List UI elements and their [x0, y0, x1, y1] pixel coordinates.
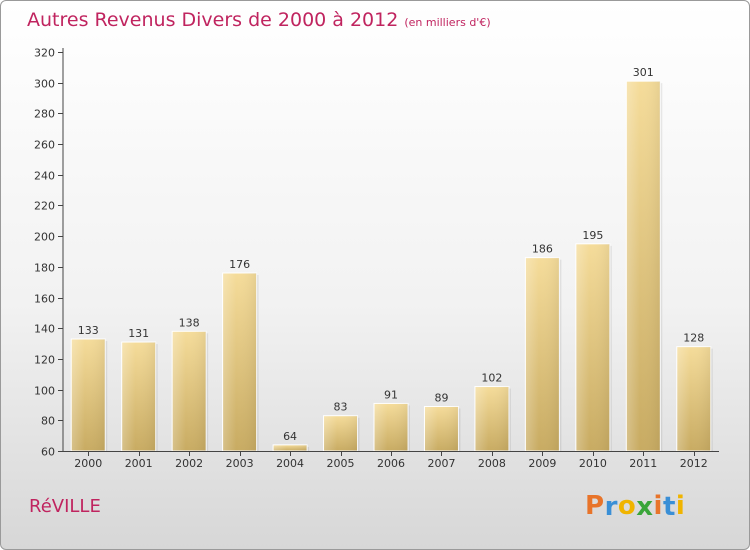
x-tick-label: 2012 — [680, 457, 708, 470]
bar-highlight — [474, 386, 509, 451]
x-tick-label: 2005 — [327, 457, 355, 470]
logo-letter: t — [662, 492, 676, 522]
logo-letter: r — [604, 492, 618, 522]
title-text: Autres Revenus Divers de 2000 à 2012 — [27, 9, 399, 31]
data-label: 301 — [633, 66, 654, 79]
bar-highlight — [525, 257, 560, 451]
data-label: 131 — [128, 327, 149, 340]
data-label: 195 — [582, 229, 603, 242]
y-tick-label: 180 — [34, 262, 55, 275]
bar-highlight — [626, 81, 661, 452]
x-tick-label: 2007 — [427, 457, 455, 470]
data-label: 91 — [384, 388, 398, 401]
proxiti-logo: Proxiti — [585, 491, 686, 522]
y-tick-label: 240 — [34, 170, 55, 183]
data-label: 83 — [334, 401, 348, 414]
data-label: 128 — [683, 332, 704, 345]
x-axis: 2000 2001 2002 2003 2004 2005 2006 2007 2008 2009… — [63, 451, 719, 470]
unit-note: (en milliers d'€) — [404, 16, 491, 29]
bar-highlight — [323, 415, 358, 451]
bar-highlight — [71, 338, 106, 451]
bar-highlight — [172, 331, 207, 451]
y-axis: 60 80 100 120 140 160 180 200 220 240 260 280 300 320 — [34, 47, 64, 459]
commune-name: RéVILLE — [29, 496, 101, 517]
bar-highlight — [121, 342, 156, 451]
x-tick-label: 2010 — [579, 457, 607, 470]
y-tick-label: 280 — [34, 108, 55, 121]
logo-letter: P — [585, 491, 605, 521]
bar-highlight — [273, 444, 308, 451]
data-label: 176 — [229, 258, 250, 271]
y-tick-label: 260 — [34, 139, 55, 152]
bar-highlight — [575, 243, 610, 451]
x-tick-label: 2003 — [226, 457, 254, 470]
x-tick-label: 2009 — [528, 457, 556, 470]
bar-highlight — [222, 272, 257, 451]
logo-letter: x — [636, 492, 654, 522]
bar-highlight — [424, 406, 459, 451]
x-tick-label: 2000 — [74, 457, 102, 470]
logo-letter: i — [675, 491, 686, 521]
y-tick-label: 160 — [34, 293, 55, 306]
y-tick-label: 220 — [34, 200, 55, 213]
x-tick-label: 2001 — [125, 457, 153, 470]
x-tick-label: 2006 — [377, 457, 405, 470]
x-tick-label: 2002 — [175, 457, 203, 470]
data-label: 133 — [78, 324, 99, 337]
bars: 133 131 138 176 64 83 91 89 102 186 195 301 128 — [70, 66, 713, 452]
data-label: 186 — [532, 243, 553, 256]
y-tick-label: 140 — [34, 323, 55, 336]
x-tick-label: 2008 — [478, 457, 506, 470]
chart-title: Autres Revenus Divers de 2000 à 2012 (en … — [27, 9, 491, 31]
data-label: 138 — [179, 316, 200, 329]
y-tick-label: 200 — [34, 231, 55, 244]
y-tick-label: 120 — [34, 354, 55, 367]
logo-letter: o — [617, 491, 637, 521]
x-tick-label: 2004 — [276, 457, 304, 470]
logo-letter: i — [653, 491, 663, 521]
data-label: 89 — [434, 391, 448, 404]
y-tick-label: 300 — [34, 78, 55, 91]
y-tick-label: 80 — [41, 415, 55, 428]
bar-highlight — [676, 346, 711, 451]
data-label: 64 — [283, 430, 297, 443]
y-tick-label: 320 — [34, 47, 55, 60]
y-tick-label: 60 — [41, 446, 55, 459]
y-tick-label: 100 — [34, 385, 55, 398]
x-tick-label: 2011 — [629, 457, 657, 470]
bar-highlight — [374, 403, 408, 451]
data-label: 102 — [481, 372, 502, 385]
